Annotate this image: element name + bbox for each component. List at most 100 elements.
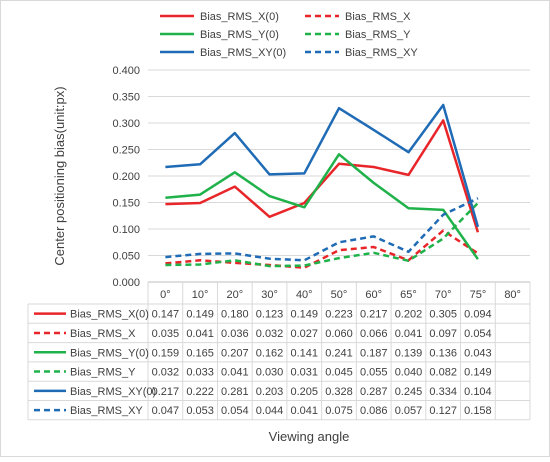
x-tick-label: 0°: [160, 289, 171, 301]
table-cell: 0.202: [395, 309, 423, 321]
x-tick-label: 20°: [226, 289, 243, 301]
table-cell: 0.165: [186, 347, 214, 359]
legend: Bias_RMS_X(0) Bias_RMS_X Bias_RMS_Y(0) Bias…: [160, 11, 418, 59]
table-cell: 0.041: [186, 328, 214, 340]
table-series-name: Bias_RMS_Y: [70, 367, 136, 379]
table-cell: 0.187: [360, 347, 388, 359]
y-axis: 0.000 0.050 0.100 0.150 0.200 0.250 0.300 0.350…: [112, 65, 140, 289]
table-cell: 0.149: [464, 367, 492, 379]
x-tick-label: 30°: [261, 289, 278, 301]
table-cell: 0.205: [291, 386, 319, 398]
table-cell: 0.075: [325, 405, 353, 417]
table-cell: 0.057: [395, 405, 423, 417]
table-cell: 0.041: [395, 328, 423, 340]
table-series-name: Bias_RMS_XY: [70, 405, 143, 417]
table-cell: 0.031: [291, 367, 319, 379]
table-series-name: Bias_RMS_X(0): [70, 309, 149, 321]
y-tick-label: 0.100: [112, 224, 140, 236]
table-cell: 0.082: [429, 367, 457, 379]
x-tick-label: 50°: [331, 289, 348, 301]
table-cell: 0.044: [256, 405, 284, 417]
table-cell: 0.241: [325, 347, 353, 359]
gridlines: [148, 69, 530, 256]
table-cell: 0.040: [395, 367, 423, 379]
y-tick-label: 0.150: [112, 198, 140, 210]
series-line: [165, 103, 480, 228]
table-cell: 0.043: [464, 347, 492, 359]
table-cell: 0.045: [325, 367, 353, 379]
y-tick-label: 0.000: [112, 277, 140, 289]
table-cell: 0.094: [464, 309, 492, 321]
table-cell: 0.054: [221, 405, 249, 417]
table-cell: 0.123: [256, 309, 284, 321]
legend-label: Bias_RMS_XY(0): [200, 47, 286, 59]
table-cell: 0.030: [256, 367, 284, 379]
table-cell: 0.032: [256, 328, 284, 340]
table-cell: 0.245: [395, 386, 423, 398]
legend-label: Bias_RMS_Y: [345, 29, 411, 41]
table-cell: 0.097: [429, 328, 457, 340]
table-cell: 0.149: [186, 309, 214, 321]
x-tick-label: 60°: [365, 289, 382, 301]
table-cell: 0.159: [152, 347, 180, 359]
x-tick-label: 75°: [470, 289, 487, 301]
y-tick-label: 0.200: [112, 171, 140, 183]
y-tick-label: 0.300: [112, 118, 140, 130]
table-cell: 0.032: [152, 367, 180, 379]
y-tick-label: 0.400: [112, 65, 140, 77]
table-cell: 0.162: [256, 347, 284, 359]
x-tick-label: 10°: [192, 289, 209, 301]
table-series-name: Bias_RMS_XY(0): [70, 386, 156, 398]
table-cell: 0.147: [152, 309, 180, 321]
table-cell: 0.222: [186, 386, 214, 398]
table-cell: 0.060: [325, 328, 353, 340]
table-cell: 0.139: [395, 347, 423, 359]
table-cell: 0.086: [360, 405, 388, 417]
y-axis-label: Center positioning bias(unit:px): [52, 86, 67, 265]
table-cell: 0.158: [464, 405, 492, 417]
table-cell: 0.047: [152, 405, 180, 417]
table-cell: 0.287: [360, 386, 388, 398]
table-cell: 0.033: [186, 367, 214, 379]
series-lines: [165, 103, 480, 269]
table-cell: 0.141: [291, 347, 319, 359]
x-tick-label: 65°: [400, 289, 417, 301]
table-cell: 0.305: [429, 309, 457, 321]
table-cell: 0.136: [429, 347, 457, 359]
table-cell: 0.041: [291, 405, 319, 417]
series-line: [165, 119, 480, 233]
table-cell: 0.334: [429, 386, 457, 398]
x-tick-label: 70°: [435, 289, 452, 301]
legend-label: Bias_RMS_XY: [345, 47, 418, 59]
table-series-name: Bias_RMS_X: [70, 328, 136, 340]
table-cell: 0.066: [360, 328, 388, 340]
table-cell: 0.149: [291, 309, 319, 321]
x-tick-label: 80°: [504, 289, 521, 301]
table-cell: 0.203: [256, 386, 284, 398]
table-cell: 0.036: [221, 328, 249, 340]
table-cell: 0.223: [325, 309, 353, 321]
table-cell: 0.055: [360, 367, 388, 379]
table-cell: 0.054: [464, 328, 492, 340]
table-cell: 0.041: [221, 367, 249, 379]
y-tick-label: 0.350: [112, 92, 140, 104]
table-cell: 0.180: [221, 309, 249, 321]
series-line: [165, 197, 479, 262]
table-cell: 0.328: [325, 386, 353, 398]
data-table: 0° 10° 20° 30° 40° 50° 60° 65° 70° 75° 80° Bias_RMS…: [27, 281, 531, 421]
table-cell: 0.207: [221, 347, 249, 359]
table-cell: 0.104: [464, 386, 492, 398]
table-cell: 0.027: [291, 328, 319, 340]
y-tick-label: 0.250: [112, 145, 140, 157]
y-tick-label: 0.050: [112, 251, 140, 263]
legend-label: Bias_RMS_X: [345, 11, 411, 23]
series-line: [165, 202, 479, 268]
table-cell: 0.127: [429, 405, 457, 417]
table-cell: 0.035: [152, 328, 180, 340]
series-line: [165, 153, 479, 260]
legend-label: Bias_RMS_X(0): [200, 11, 279, 23]
table-cell: 0.281: [221, 386, 249, 398]
table-series-name: Bias_RMS_Y(0): [70, 347, 149, 359]
